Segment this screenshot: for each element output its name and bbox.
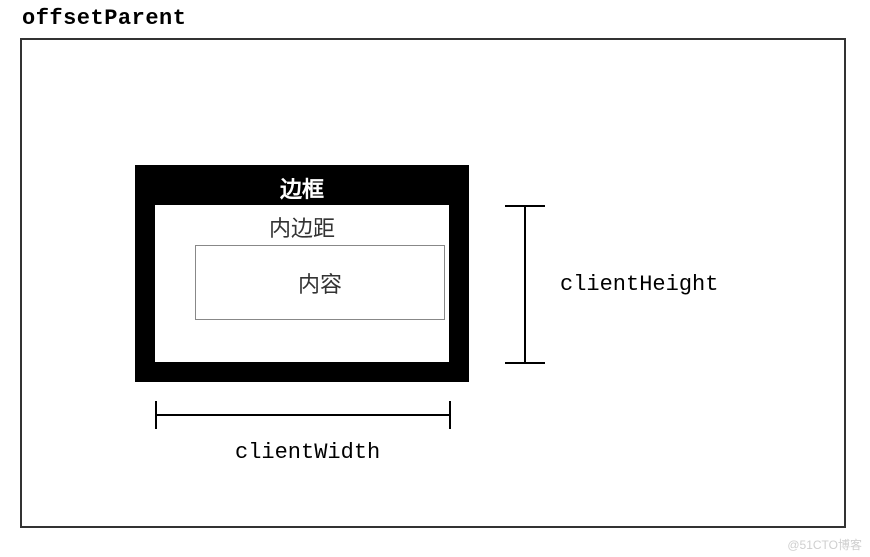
content-box: 内容 [195,245,445,320]
page-title: offsetParent [22,6,186,31]
watermark: @51CTO博客 [787,536,862,553]
offset-parent-container: 边框 内边距 内容 clientHeight clientWidth [20,38,846,528]
content-label: 内容 [298,267,342,299]
border-label: 边框 [136,172,468,204]
client-height-label: clientHeight [560,272,718,297]
client-width-line [155,414,451,416]
client-height-line [524,205,526,364]
padding-label: 内边距 [155,211,449,243]
client-height-cap-bottom [505,362,545,364]
client-width-label: clientWidth [235,440,380,465]
client-width-cap-right [449,401,451,429]
